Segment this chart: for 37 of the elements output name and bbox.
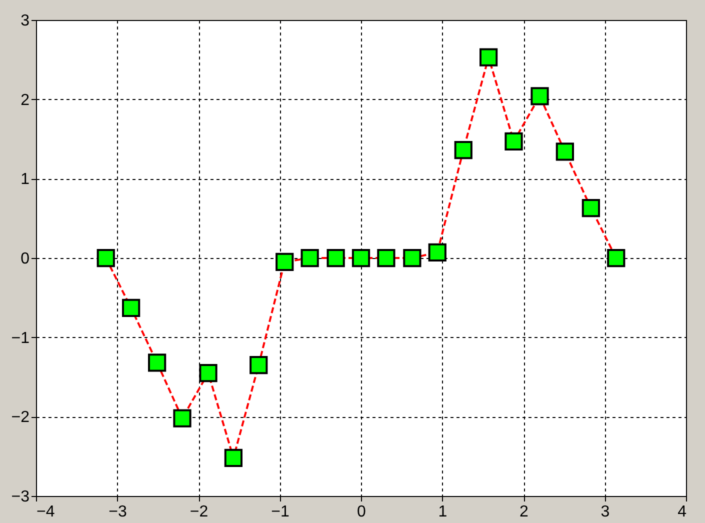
point	[96, 248, 115, 268]
point	[530, 87, 549, 106]
point	[250, 356, 268, 374]
point	[454, 141, 472, 160]
x-tick-label: 1	[438, 504, 448, 520]
point	[607, 248, 626, 268]
x-tick-label: −4	[36, 504, 55, 520]
x-tick-label: 4	[678, 504, 687, 520]
x-tick-label: 2	[520, 504, 529, 520]
point	[504, 132, 523, 150]
x-tick-label: 3	[600, 504, 610, 520]
y-tick-label: 1	[20, 171, 30, 188]
y-tick-label: 2	[20, 92, 30, 109]
point	[352, 248, 370, 268]
y-tick-label: −1	[11, 330, 30, 347]
point	[377, 248, 396, 268]
y-tick-label: −3	[11, 488, 30, 506]
x-tick-label: 0	[357, 504, 366, 520]
point	[480, 48, 498, 66]
point	[148, 354, 166, 372]
y-tick-label: −2	[11, 409, 30, 426]
x-tick-label: −1	[271, 504, 290, 520]
point	[173, 409, 192, 428]
point	[582, 198, 600, 218]
point	[326, 248, 345, 268]
point	[428, 243, 446, 262]
y-tick-label: 3	[20, 12, 30, 30]
point	[403, 248, 422, 268]
x-tick-label: −3	[108, 504, 127, 520]
point	[122, 298, 140, 318]
point	[556, 142, 574, 161]
x-tick-label: −2	[190, 504, 208, 520]
point	[300, 248, 319, 268]
y-tick-label: 0	[20, 250, 30, 268]
point	[199, 364, 218, 382]
point	[224, 448, 242, 467]
point	[276, 252, 294, 272]
